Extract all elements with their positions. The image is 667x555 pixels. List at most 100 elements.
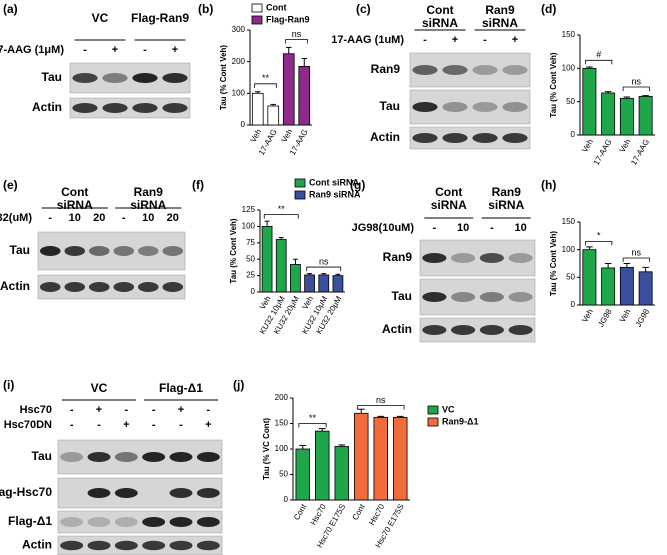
lane-label: + xyxy=(123,419,129,431)
row-label: Flag-Hsc70 xyxy=(0,485,52,499)
row-label: Actin xyxy=(0,279,30,293)
legend-swatch xyxy=(294,190,306,200)
bar xyxy=(582,249,597,306)
bar xyxy=(315,430,330,501)
bar xyxy=(334,446,349,501)
row-label: Ran9 xyxy=(383,250,413,264)
blot-band xyxy=(412,133,438,143)
significance-label: ** xyxy=(278,204,286,214)
lane-label: + xyxy=(112,44,118,56)
x-tick-label: Veh xyxy=(280,128,295,144)
blot-band xyxy=(87,517,111,527)
blot-band xyxy=(451,325,476,335)
x-tick-label: Veh xyxy=(249,128,264,144)
lane-label: - xyxy=(83,44,87,56)
legend-label: VC xyxy=(442,404,455,414)
blot-strip xyxy=(57,477,223,509)
significance-label: ns xyxy=(631,76,641,86)
lane-label: + xyxy=(452,34,458,46)
blot-band xyxy=(196,488,220,498)
blot-band xyxy=(142,540,166,551)
blot-band xyxy=(132,73,158,83)
legend-label: Flag-Ran9 xyxy=(266,14,310,24)
y-axis-label: Tau (% Cont Veh) xyxy=(549,52,558,118)
significance-bracket xyxy=(356,405,405,410)
bar xyxy=(298,66,311,126)
blot-band xyxy=(472,102,498,112)
blot-band xyxy=(142,452,166,462)
lane-label: - xyxy=(433,222,437,234)
treatment-label: 17-AAG (1uM) xyxy=(331,34,404,46)
y-axis-label: Tau (% VC Cont) xyxy=(262,418,271,480)
row-label: Actin xyxy=(22,538,52,552)
blot-band xyxy=(162,246,184,256)
blot-band xyxy=(442,133,468,143)
blot-band xyxy=(508,325,533,335)
legend-swatch xyxy=(427,405,439,415)
group-header: Cont siRNA xyxy=(421,3,458,30)
blot-band xyxy=(113,282,135,292)
x-tick-label: 17-AAG xyxy=(592,138,614,167)
bar xyxy=(275,239,287,293)
blot-strip xyxy=(57,510,223,534)
lane-label: - xyxy=(179,419,183,431)
treatment-label: KU32(uM) xyxy=(0,212,32,224)
blot-band xyxy=(196,540,220,551)
group-header: Cont siRNA xyxy=(56,185,93,212)
x-tick-label: JG98 xyxy=(596,307,614,329)
blot-band xyxy=(87,540,111,551)
y-tick-label: 300 xyxy=(232,25,246,34)
panel-label: (f) xyxy=(192,178,204,192)
lane-label: + xyxy=(172,44,178,56)
blot-band xyxy=(422,292,447,302)
lane-label: - xyxy=(152,404,156,416)
panel-label: (j) xyxy=(233,378,244,392)
lane-label: 20 xyxy=(167,212,179,224)
significance-bracket xyxy=(263,214,299,219)
x-tick-label: Veh xyxy=(618,138,633,154)
bar xyxy=(251,92,264,126)
row-label: Ran9 xyxy=(371,62,401,76)
bar xyxy=(373,416,388,501)
legend-swatch xyxy=(294,178,306,188)
lane-label: - xyxy=(97,419,101,431)
blot-band xyxy=(502,133,528,143)
blot-band xyxy=(39,282,61,292)
y-tick-label: 150 xyxy=(275,419,289,428)
group-header: Ran9 siRNA xyxy=(481,3,518,30)
lane-label: + xyxy=(96,404,102,416)
bar xyxy=(318,274,330,293)
group-header: Ran9 siRNA xyxy=(488,185,525,212)
legend-label: Cont siRNA xyxy=(309,177,359,187)
blot-band xyxy=(508,292,533,302)
blot-band xyxy=(422,253,447,263)
lane-label: + xyxy=(512,34,518,46)
y-tick-label: 200 xyxy=(232,57,246,66)
y-tick-label: 75 xyxy=(246,238,255,247)
blot-band xyxy=(72,103,98,113)
blot-band xyxy=(64,282,86,292)
panel-label: (e) xyxy=(3,178,18,192)
blot-band xyxy=(72,73,98,83)
blot-strip xyxy=(37,274,186,300)
treatment-label: Hsc70 xyxy=(20,404,52,416)
blot-band xyxy=(102,73,128,83)
y-tick-label: 100 xyxy=(562,245,576,254)
row-label: Tau xyxy=(380,99,400,113)
bar xyxy=(354,412,369,501)
blot-strip xyxy=(37,231,186,271)
legend-label: Cont xyxy=(266,2,287,12)
blot-band xyxy=(442,102,468,112)
x-tick-label: Veh xyxy=(580,308,595,324)
bar xyxy=(393,416,408,501)
blot-band xyxy=(412,65,438,75)
panel-label: (a) xyxy=(3,2,18,16)
significance-label: ns xyxy=(631,247,641,257)
bar xyxy=(638,95,653,136)
y-axis-label: Tau (% Cont Veh) xyxy=(219,45,228,111)
bar xyxy=(582,67,597,136)
x-tick-label: Cont xyxy=(351,502,368,522)
bar xyxy=(304,274,315,293)
row-label: Actin xyxy=(382,322,412,336)
panel-label: (h) xyxy=(541,178,556,192)
